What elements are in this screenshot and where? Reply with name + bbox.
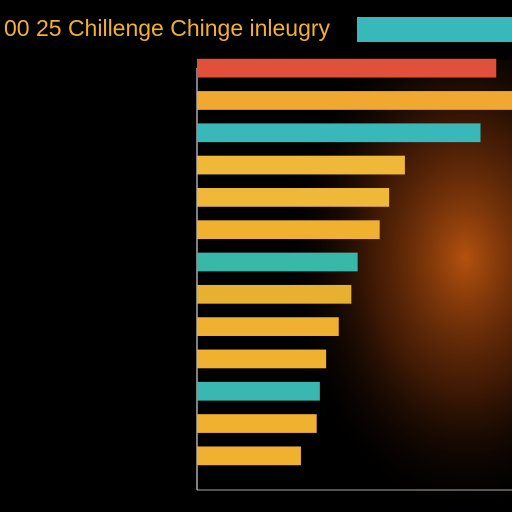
bar	[197, 252, 358, 272]
bar	[197, 188, 390, 207]
bar	[197, 381, 320, 401]
title-accent	[357, 17, 512, 42]
bar	[197, 123, 481, 143]
bar	[197, 317, 339, 336]
bar	[197, 446, 301, 466]
bar	[197, 284, 352, 304]
bar	[197, 220, 380, 240]
chart-title: 00 25 Chillenge Chinge inleugry	[4, 15, 331, 41]
bar	[197, 58, 497, 78]
bar	[197, 91, 512, 110]
bar	[197, 414, 317, 433]
bar	[197, 349, 327, 369]
bar	[197, 155, 405, 175]
